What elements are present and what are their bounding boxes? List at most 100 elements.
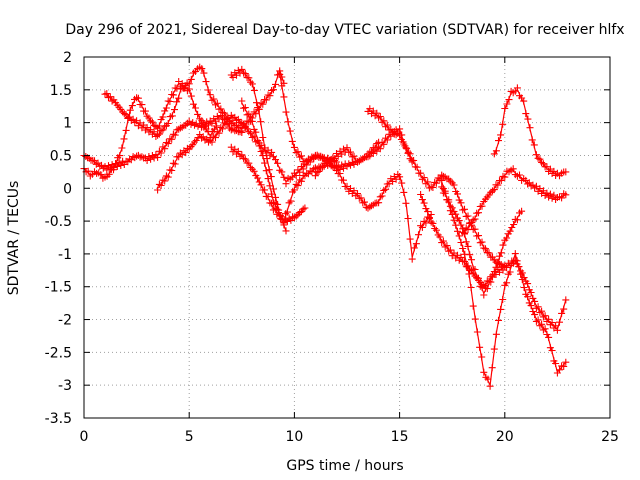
data-point	[375, 199, 383, 207]
data-point	[112, 160, 120, 168]
series-line	[493, 88, 567, 176]
data-point	[259, 134, 267, 141]
data-point	[509, 165, 517, 173]
data-point	[461, 258, 468, 266]
data-point	[296, 176, 304, 184]
data-point	[162, 139, 170, 146]
data-point	[108, 161, 116, 169]
data-point	[501, 105, 509, 112]
data-point	[424, 208, 432, 216]
data-point	[499, 120, 507, 128]
data-point	[347, 148, 354, 156]
data-point	[487, 278, 495, 286]
data-point	[141, 107, 149, 115]
data-point	[288, 137, 296, 145]
data-series	[80, 63, 570, 390]
data-point	[292, 172, 300, 179]
data-point	[115, 158, 123, 166]
data-point	[252, 128, 260, 136]
data-point	[480, 368, 488, 376]
series-line	[314, 161, 432, 258]
data-point	[292, 212, 300, 220]
data-point	[438, 239, 446, 247]
data-point	[420, 174, 428, 182]
data-point	[313, 168, 321, 176]
data-point	[520, 284, 528, 291]
data-point	[113, 163, 121, 170]
data-point	[213, 128, 221, 136]
series-track-15	[490, 84, 570, 180]
data-point	[452, 210, 460, 218]
data-point	[415, 231, 422, 239]
data-point	[380, 117, 388, 125]
data-point	[257, 148, 265, 155]
data-point	[488, 364, 496, 372]
series-line	[441, 181, 567, 388]
data-point	[288, 173, 296, 181]
data-point	[518, 276, 526, 283]
data-point	[520, 97, 528, 105]
data-point	[333, 163, 340, 171]
data-point	[417, 191, 425, 198]
data-point	[378, 192, 386, 200]
data-point	[297, 152, 305, 160]
data-point	[418, 223, 426, 231]
data-point	[484, 375, 492, 383]
data-point	[431, 178, 439, 186]
data-point	[103, 90, 111, 98]
data-point	[185, 80, 193, 88]
data-point	[290, 186, 298, 194]
x-tick-labels: 0 5 10 15 20 25	[80, 429, 619, 445]
data-point	[266, 92, 274, 100]
y-axis-label: SDTVAR / TECUs	[6, 181, 22, 296]
data-point	[224, 115, 232, 123]
data-point	[280, 93, 288, 101]
data-point	[117, 162, 125, 169]
data-point	[529, 294, 537, 302]
data-point	[187, 92, 195, 100]
data-point	[439, 237, 447, 245]
data-point	[396, 131, 404, 139]
data-point	[192, 104, 199, 112]
data-point	[266, 182, 274, 190]
data-point	[468, 256, 475, 264]
data-point	[413, 163, 421, 171]
data-point	[106, 93, 114, 101]
data-point	[545, 315, 553, 323]
data-point	[471, 315, 479, 323]
data-point	[531, 297, 539, 305]
data-point	[240, 154, 248, 162]
data-point	[282, 180, 290, 188]
data-point	[538, 320, 546, 328]
data-point	[475, 274, 482, 282]
data-point	[402, 199, 410, 207]
data-point	[292, 149, 300, 157]
data-point	[422, 219, 430, 227]
data-point	[396, 125, 404, 133]
data-point	[173, 98, 181, 106]
data-point	[191, 138, 198, 146]
data-point	[240, 104, 248, 112]
data-point	[171, 131, 179, 139]
data-point	[261, 159, 269, 167]
data-point	[159, 143, 167, 151]
data-point	[476, 239, 484, 247]
data-point	[404, 148, 412, 156]
data-point	[241, 155, 249, 163]
axis-ticks	[83, 56, 611, 419]
x-tick-label: 0	[80, 429, 89, 445]
data-point	[155, 130, 163, 138]
data-point	[157, 182, 165, 189]
data-point	[134, 94, 142, 102]
data-point	[427, 183, 435, 191]
data-point	[299, 165, 307, 173]
data-point	[345, 160, 353, 168]
data-point	[492, 147, 500, 155]
data-point	[103, 166, 111, 174]
data-point	[106, 165, 114, 173]
data-point	[292, 180, 300, 188]
data-point	[373, 140, 381, 147]
data-point	[524, 293, 532, 301]
data-point	[454, 190, 461, 198]
data-point	[255, 105, 263, 113]
